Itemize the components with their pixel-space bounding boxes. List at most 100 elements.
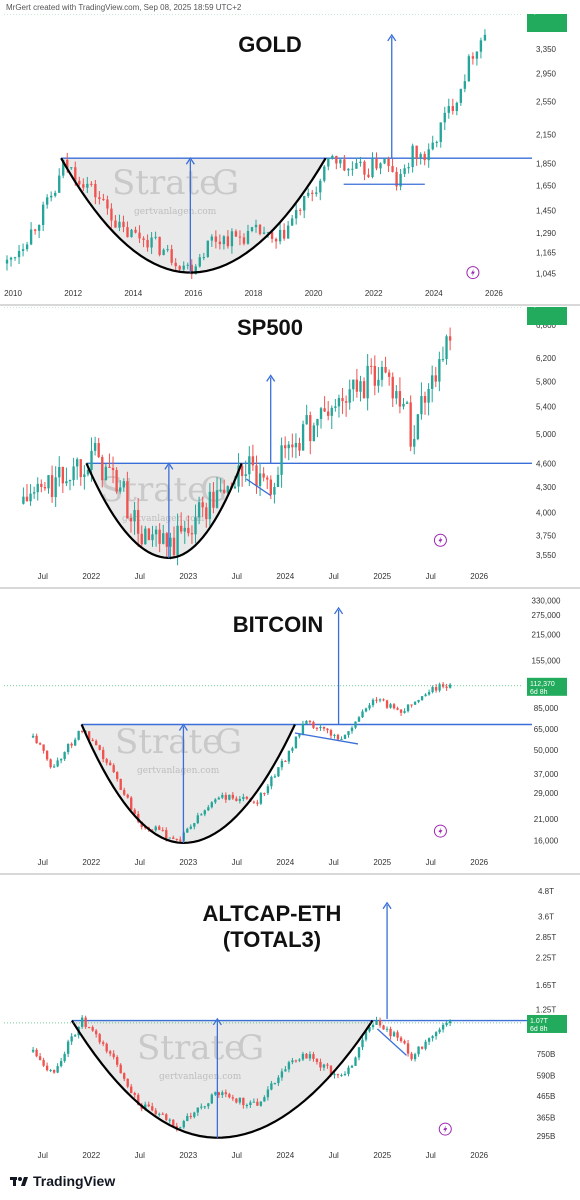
candle-body bbox=[123, 789, 126, 795]
candle-body bbox=[9, 257, 13, 260]
candle-body bbox=[249, 1102, 252, 1106]
cup-curve bbox=[70, 1019, 374, 1139]
candle-body bbox=[298, 734, 301, 737]
candle-countdown: 6d 8h bbox=[530, 1026, 548, 1033]
candle-body bbox=[104, 466, 108, 481]
candle-body bbox=[193, 1112, 196, 1117]
x-tick-label: 2016 bbox=[184, 289, 202, 298]
candle-body bbox=[79, 459, 82, 478]
candle-body bbox=[189, 826, 192, 829]
candle-body bbox=[439, 122, 442, 142]
candle-body bbox=[343, 735, 347, 739]
candle-body bbox=[168, 837, 171, 839]
chart-svg: StrateGgertvanlagen.comGOLD3,7503,3502,9… bbox=[4, 14, 567, 298]
candle-body bbox=[396, 708, 399, 710]
y-tick-label: 1,045 bbox=[536, 270, 557, 279]
candle-body bbox=[370, 365, 373, 367]
candle-body bbox=[364, 1031, 368, 1040]
arrow-head-icon bbox=[185, 157, 195, 165]
candle-body bbox=[203, 810, 206, 815]
candle-body bbox=[62, 159, 65, 176]
tradingview-footer: TradingView bbox=[10, 1173, 115, 1189]
cup-curve bbox=[80, 724, 296, 845]
chart-title: GOLD bbox=[238, 32, 302, 57]
candle-body bbox=[91, 1027, 94, 1031]
candle-body bbox=[379, 163, 382, 169]
candle-body bbox=[134, 229, 137, 233]
candle-body bbox=[280, 760, 284, 768]
candle-body bbox=[25, 244, 29, 250]
candle-body bbox=[242, 796, 245, 799]
arrow-head-icon bbox=[178, 723, 188, 731]
watermark-site: gertvanlagen.com bbox=[134, 207, 217, 217]
candle-body bbox=[413, 439, 416, 447]
candle-body bbox=[116, 1057, 119, 1065]
candle-body bbox=[392, 704, 396, 709]
candle-body bbox=[333, 1074, 336, 1076]
candle-body bbox=[337, 398, 341, 407]
candle-body bbox=[355, 379, 359, 392]
y-tick-label: 215,000 bbox=[532, 630, 561, 639]
candle-body bbox=[266, 232, 270, 234]
candle-body bbox=[286, 225, 290, 239]
candle-body bbox=[343, 159, 346, 171]
candle-body bbox=[340, 1075, 343, 1077]
candle-body bbox=[389, 1028, 392, 1037]
candle-body bbox=[58, 175, 61, 193]
handle-trend-line bbox=[246, 478, 272, 497]
candle-body bbox=[409, 402, 412, 447]
x-tick-label: 2025 bbox=[373, 1151, 391, 1160]
candle-body bbox=[307, 192, 310, 196]
candle-body bbox=[238, 1097, 242, 1103]
candle-body bbox=[309, 415, 312, 442]
candle-body bbox=[434, 687, 438, 691]
candle-body bbox=[186, 828, 189, 833]
candle-body bbox=[86, 469, 90, 475]
candle-body bbox=[98, 745, 101, 750]
candle-body bbox=[463, 81, 467, 89]
y-tick-label: 3,550 bbox=[536, 551, 557, 560]
candle-body bbox=[154, 529, 158, 535]
candle-body bbox=[218, 241, 222, 245]
lightning-bolt-icon bbox=[443, 1125, 448, 1134]
candle-body bbox=[364, 708, 368, 712]
candle-body bbox=[210, 1094, 213, 1104]
candle-body bbox=[262, 473, 265, 478]
x-tick-label: Jul bbox=[329, 1151, 339, 1160]
candle-body bbox=[251, 456, 255, 466]
candle-body bbox=[368, 1027, 371, 1032]
candle-body bbox=[319, 180, 322, 193]
watermark-site: gertvanlagen.com bbox=[137, 766, 220, 776]
candle-body bbox=[59, 1060, 63, 1067]
candle-body bbox=[41, 204, 45, 225]
candle-body bbox=[363, 161, 366, 175]
candle-body bbox=[35, 1049, 38, 1057]
watermark-brand: Strate bbox=[100, 470, 207, 510]
x-tick-label: Jul bbox=[38, 858, 48, 867]
candle-body bbox=[179, 1127, 182, 1129]
arrow-head-icon bbox=[334, 606, 344, 615]
candle-body bbox=[196, 815, 199, 824]
candle-body bbox=[287, 750, 291, 762]
candle-body bbox=[86, 183, 89, 188]
candle-body bbox=[84, 1017, 87, 1027]
candle-body bbox=[37, 224, 41, 231]
candle-body bbox=[441, 359, 445, 361]
candle-body bbox=[246, 231, 250, 244]
candle-body bbox=[334, 406, 337, 408]
cup-curve bbox=[60, 157, 327, 274]
candle-body bbox=[165, 1114, 168, 1120]
candle-body bbox=[190, 264, 193, 275]
panel-divider bbox=[0, 304, 580, 306]
candle-body bbox=[330, 407, 333, 416]
y-tick-label: 750B bbox=[537, 1050, 556, 1059]
candle-body bbox=[427, 149, 430, 161]
candle-body bbox=[359, 161, 362, 164]
candle-body bbox=[25, 496, 29, 502]
chart-title: SP500 bbox=[237, 315, 303, 340]
x-tick-label: Jul bbox=[135, 1151, 145, 1160]
candle-body bbox=[50, 195, 53, 198]
x-tick-label: 2026 bbox=[470, 572, 488, 581]
candle-body bbox=[451, 106, 454, 112]
